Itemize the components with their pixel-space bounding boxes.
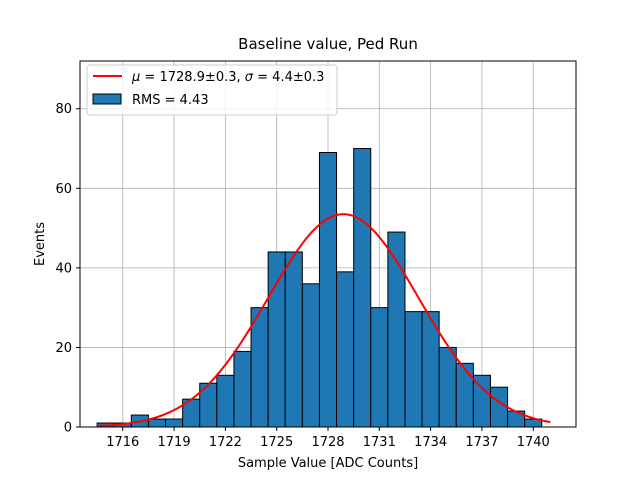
y-axis-ticks: 0 20 40 60 80 (55, 102, 80, 436)
x-tick-label: 1716 (106, 435, 139, 450)
legend: μ = 1728.9±0.3, σ = 4.4±0.3 RMS = 4.43 (86, 64, 338, 116)
histogram-bar (370, 307, 389, 428)
histogram-bar (318, 152, 338, 428)
chart-title: Baseline value, Ped Run (238, 35, 418, 53)
histogram-bar (267, 251, 286, 428)
y-axis-title: Events (33, 222, 48, 266)
y-tick-label: 60 (55, 182, 72, 197)
histogram-bar (284, 251, 303, 428)
x-tick-label: 1734 (414, 435, 447, 450)
histogram-bar (438, 346, 457, 428)
x-tick-label: 1728 (311, 435, 344, 450)
x-axis-title: Sample Value [ADC Counts] (238, 456, 418, 471)
x-tick-label: 1719 (158, 435, 191, 450)
histogram-bar (216, 374, 235, 428)
x-tick-label: 1737 (465, 435, 498, 450)
x-axis-ticks: 1716 1719 1722 1725 1728 1731 1734 1737 1740 (106, 427, 550, 450)
x-tick-label: 1731 (363, 435, 396, 450)
legend-frame (86, 64, 338, 116)
y-tick-label: 80 (55, 102, 72, 117)
histogram-bar (489, 386, 509, 428)
gaussian-fit (97, 213, 551, 427)
legend-histogram-label: RMS = 4.43 (132, 93, 209, 108)
histogram-bar (147, 418, 167, 428)
legend-fit-label: μ = 1728.9±0.3, σ = 4.4±0.3 (131, 70, 324, 85)
histogram-bars (96, 148, 543, 428)
y-tick-label: 40 (55, 261, 72, 276)
histogram-bar (301, 283, 320, 428)
x-tick-label: 1740 (517, 435, 550, 450)
histogram-bar (165, 418, 184, 428)
legend-histogram-swatch (92, 93, 122, 105)
histogram-bar (353, 148, 372, 428)
x-tick-label: 1725 (260, 435, 293, 450)
histogram-bar (250, 307, 269, 428)
histogram-bar (336, 271, 355, 428)
histogram-bar (233, 350, 252, 428)
y-tick-label: 20 (55, 341, 72, 356)
y-tick-label: 0 (64, 421, 72, 436)
histogram-bar (455, 362, 474, 428)
x-tick-label: 1722 (209, 435, 242, 450)
fit-curve (97, 213, 551, 427)
histogram-bar (404, 311, 423, 428)
